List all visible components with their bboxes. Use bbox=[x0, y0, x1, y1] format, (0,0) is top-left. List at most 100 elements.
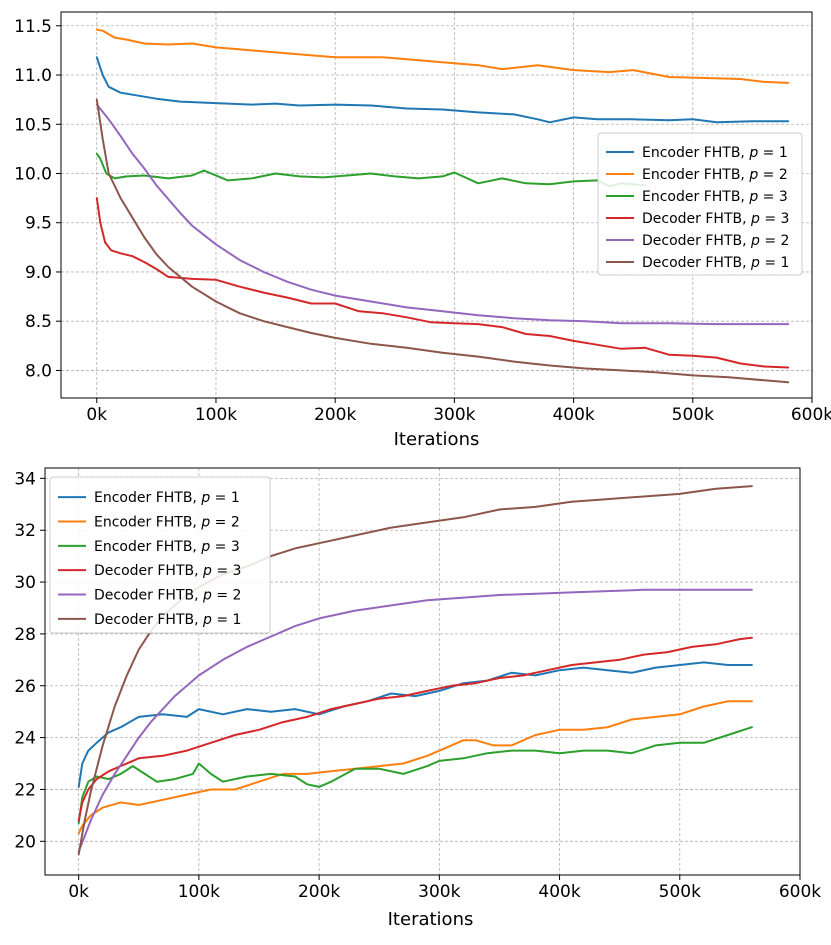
legend-entry-prefix: Encoder FHTB, bbox=[94, 490, 201, 506]
legend-entry-prefix: Decoder FHTB, bbox=[94, 612, 203, 628]
legend-box bbox=[597, 132, 803, 276]
legend-entry-variable: p bbox=[202, 612, 212, 628]
series-line-6 bbox=[77, 485, 753, 856]
x-tick-label: 100k bbox=[195, 405, 237, 425]
plot-frame bbox=[60, 11, 813, 399]
legend-entry-suffix: = 1 bbox=[210, 490, 240, 506]
y-tick-label: 22 bbox=[14, 780, 36, 800]
plot-frame bbox=[44, 467, 801, 876]
y-tick-label: 11.0 bbox=[14, 66, 52, 86]
legend-entry-suffix: = 1 bbox=[212, 612, 242, 628]
legend-entry-variable: p bbox=[748, 189, 758, 205]
series-line-4 bbox=[77, 636, 753, 822]
x-tick-label: 200k bbox=[298, 882, 340, 902]
x-tick-label: 300k bbox=[433, 405, 475, 425]
y-tick-label: 11.5 bbox=[14, 17, 52, 37]
legend-entry-6: Decoder FHTB, p = 1 bbox=[94, 612, 241, 628]
legend-entry-suffix: = 3 bbox=[212, 563, 242, 579]
legend-entry-variable: p bbox=[748, 145, 758, 161]
series-line-3 bbox=[77, 726, 753, 825]
legend-entry-prefix: Encoder FHTB, bbox=[94, 539, 201, 555]
legend-entry-prefix: Decoder FHTB, bbox=[642, 211, 751, 227]
y-tick-label: 8.0 bbox=[25, 361, 52, 381]
series-line-1 bbox=[77, 661, 753, 788]
y-tick-label: 34 bbox=[14, 469, 36, 489]
legend-entry-prefix: Decoder FHTB, bbox=[94, 588, 203, 604]
y-tick-label: 10.0 bbox=[14, 164, 52, 184]
y-tick-label: 28 bbox=[14, 625, 36, 645]
legend-entry-4: Decoder FHTB, p = 3 bbox=[642, 211, 789, 227]
x-tick-label: 100k bbox=[178, 882, 220, 902]
y-tick-label: 26 bbox=[14, 677, 36, 697]
y-tick-label: 8.5 bbox=[25, 312, 52, 332]
legend-entry-variable: p bbox=[748, 167, 758, 183]
legend-entry-variable: p bbox=[750, 255, 760, 271]
series-line-1 bbox=[95, 56, 790, 124]
legend-entry-variable: p bbox=[200, 490, 210, 506]
legend-entry-prefix: Encoder FHTB, bbox=[642, 189, 749, 205]
legend-entry-1: Encoder FHTB, p = 1 bbox=[642, 145, 788, 161]
series-line-6 bbox=[95, 98, 790, 384]
legend-entry-2: Encoder FHTB, p = 2 bbox=[642, 167, 788, 183]
legend-entry-suffix: = 3 bbox=[210, 539, 240, 555]
y-tick-label: 32 bbox=[14, 521, 36, 541]
x-tick-label: 300k bbox=[418, 882, 460, 902]
series-line-2 bbox=[95, 28, 790, 84]
legend-entry-prefix: Encoder FHTB, bbox=[94, 515, 201, 531]
x-tick-label: 0k bbox=[68, 882, 89, 902]
legend-entry-prefix: Decoder FHTB, bbox=[642, 255, 751, 271]
y-tick-label: 10.5 bbox=[14, 115, 52, 135]
y-tick-label: 9.5 bbox=[25, 214, 52, 234]
series-line-2 bbox=[77, 700, 753, 835]
legend-entry-suffix: = 3 bbox=[758, 189, 788, 205]
x-tick-label: 0k bbox=[86, 405, 107, 425]
y-tick-label: 24 bbox=[14, 729, 36, 749]
chart-panel-1: 0k 100k 200k 300k 400k 500k 600k 8.0 8.5 9.0 9.5 10… bbox=[14, 11, 831, 450]
x-tick-label: 500k bbox=[659, 882, 701, 902]
legend-entry-variable: p bbox=[750, 211, 760, 227]
legend-entry-5: Decoder FHTB, p = 2 bbox=[642, 233, 789, 249]
series-line-5 bbox=[77, 588, 753, 853]
x-tick-label: 600k bbox=[791, 405, 831, 425]
legend-entry-suffix: = 2 bbox=[760, 233, 790, 249]
x-tick-label: 400k bbox=[552, 405, 594, 425]
x-tick-label: 600k bbox=[779, 882, 821, 902]
series-line-4 bbox=[95, 197, 790, 369]
legend-entry-prefix: Decoder FHTB, bbox=[642, 233, 751, 249]
legend-entry-suffix: = 2 bbox=[210, 515, 240, 531]
legend-entry-3: Encoder FHTB, p = 3 bbox=[94, 539, 240, 555]
legend-entry-variable: p bbox=[200, 539, 210, 555]
chart-panel-2: 0k 100k 200k 300k 400k 500k 600k 20 22 24 26 28 30 32… bbox=[14, 467, 821, 930]
legend-entry-3: Encoder FHTB, p = 3 bbox=[642, 189, 788, 205]
legend-entry-suffix: = 3 bbox=[760, 211, 790, 227]
legend-entry-6: Decoder FHTB, p = 1 bbox=[642, 255, 789, 271]
legend-entry-prefix: Encoder FHTB, bbox=[642, 145, 749, 161]
x-tick-label: 500k bbox=[672, 405, 714, 425]
y-tick-label: 9.0 bbox=[25, 263, 52, 283]
legend-entry-suffix: = 1 bbox=[758, 145, 788, 161]
legend-box bbox=[49, 476, 271, 634]
x-axis-label: Iterations bbox=[394, 429, 480, 450]
y-tick-label: 20 bbox=[14, 832, 36, 852]
y-tick-label: 30 bbox=[14, 573, 36, 593]
legend-entry-2: Encoder FHTB, p = 2 bbox=[94, 515, 240, 531]
x-tick-label: 400k bbox=[538, 882, 580, 902]
legend-entry-variable: p bbox=[202, 588, 212, 604]
series-line-5 bbox=[95, 103, 790, 326]
legend-entry-variable: p bbox=[750, 233, 760, 249]
legend-entry-variable: p bbox=[200, 515, 210, 531]
legend-entry-suffix: = 2 bbox=[212, 588, 242, 604]
legend-entry-variable: p bbox=[202, 563, 212, 579]
legend-entry-4: Decoder FHTB, p = 3 bbox=[94, 563, 241, 579]
x-tick-label: 200k bbox=[314, 405, 356, 425]
legend-entry-5: Decoder FHTB, p = 2 bbox=[94, 588, 241, 604]
legend-entry-prefix: Decoder FHTB, bbox=[94, 563, 203, 579]
series-line-3 bbox=[95, 152, 647, 188]
legend-entry-suffix: = 1 bbox=[760, 255, 790, 271]
legend-entry-1: Encoder FHTB, p = 1 bbox=[94, 490, 240, 506]
legend-entry-prefix: Encoder FHTB, bbox=[642, 167, 749, 183]
